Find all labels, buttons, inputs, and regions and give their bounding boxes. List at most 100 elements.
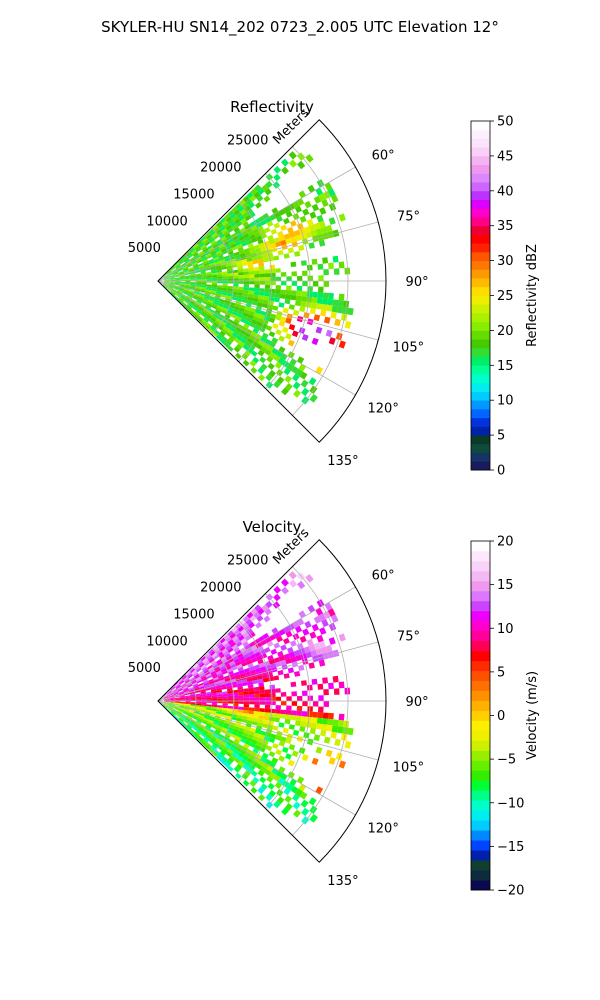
field-cell — [215, 265, 222, 269]
field-cell — [291, 330, 299, 338]
field-cell — [168, 704, 174, 707]
field-cell — [259, 701, 266, 705]
field-cell — [243, 701, 250, 705]
field-cell — [235, 622, 242, 630]
field-cell — [167, 707, 173, 711]
field-cell — [295, 720, 301, 727]
field-cell — [182, 302, 188, 307]
field-cell — [208, 228, 214, 235]
field-cell — [217, 705, 223, 708]
field-cell — [275, 329, 282, 336]
field-cell — [208, 719, 214, 724]
field-cell — [206, 699, 212, 701]
field-cell — [238, 340, 245, 347]
field-cell — [225, 224, 232, 231]
colorbar-bin — [471, 810, 490, 821]
field-cell — [322, 718, 329, 725]
field-cell — [189, 271, 196, 275]
field-cell — [253, 611, 261, 619]
field-cell — [201, 677, 208, 682]
field-cell — [196, 659, 203, 665]
colorbar-tick-label: 50 — [497, 115, 514, 130]
field-cell — [248, 334, 256, 341]
field-cell — [185, 670, 191, 676]
field-cell — [325, 329, 333, 338]
field-cell — [242, 764, 249, 771]
field-cell — [277, 357, 285, 365]
field-cell — [223, 342, 230, 348]
field-cell — [205, 673, 212, 678]
field-cell — [326, 304, 333, 312]
field-cell — [170, 711, 176, 716]
field-cell — [189, 310, 195, 315]
field-cell — [302, 701, 308, 707]
colorbar-bin — [471, 374, 490, 384]
velocity-field — [162, 571, 354, 825]
field-cell — [231, 752, 238, 758]
colorbar-bin — [471, 720, 490, 731]
colorbar-tick-label: 10 — [497, 622, 514, 637]
field-cell — [212, 674, 218, 679]
field-cell — [255, 621, 262, 629]
field-cell — [200, 740, 206, 746]
field-cell — [188, 268, 195, 271]
field-cell — [209, 715, 215, 720]
field-cell — [164, 281, 170, 283]
field-cell — [274, 717, 280, 723]
field-cell — [238, 278, 244, 281]
field-cell — [210, 650, 216, 657]
field-cell — [248, 730, 255, 736]
field-cell — [189, 710, 195, 713]
field-cell — [300, 301, 307, 307]
field-cell — [237, 289, 244, 293]
field-cell — [244, 656, 251, 662]
field-cell — [174, 703, 180, 706]
field-cell — [171, 289, 177, 294]
field-cell — [295, 654, 302, 662]
field-cell — [343, 720, 350, 728]
field-cell — [173, 707, 179, 710]
field-cell — [196, 718, 203, 723]
field-cell — [214, 261, 221, 265]
field-cell — [242, 779, 250, 787]
field-cell — [192, 263, 199, 267]
field-cell — [311, 337, 319, 346]
field-cell — [201, 731, 208, 736]
field-cell — [263, 715, 270, 721]
field-cell — [205, 709, 212, 713]
field-cell — [221, 290, 228, 294]
field-cell — [252, 717, 259, 723]
field-cell — [284, 375, 292, 383]
colorbar-tick-label: −20 — [497, 884, 524, 899]
field-cell — [322, 292, 329, 299]
field-cell — [211, 690, 217, 694]
field-cell — [243, 271, 249, 275]
field-cell — [284, 795, 292, 803]
colorbar-bin — [471, 590, 490, 602]
field-cell — [205, 253, 212, 258]
field-cell — [190, 298, 197, 303]
field-cell — [236, 297, 242, 302]
field-cell — [270, 733, 277, 739]
field-cell — [270, 243, 277, 249]
field-cell — [308, 662, 315, 669]
field-cell — [301, 387, 310, 397]
field-cell — [295, 295, 302, 302]
field-cell — [171, 688, 177, 693]
field-cell — [280, 289, 287, 295]
field-cell — [167, 271, 172, 275]
field-cell — [268, 658, 276, 665]
field-cell — [179, 297, 184, 302]
field-cell — [225, 759, 232, 766]
field-cell — [195, 256, 201, 261]
field-cell — [323, 701, 329, 707]
field-cell — [188, 292, 194, 296]
field-cell — [193, 663, 199, 669]
field-cell — [194, 288, 201, 292]
field-cell — [247, 264, 254, 269]
field-cell — [296, 356, 305, 364]
field-cell — [277, 230, 284, 238]
field-cell — [242, 335, 249, 341]
field-cell — [184, 708, 190, 712]
field-cell — [202, 719, 208, 723]
